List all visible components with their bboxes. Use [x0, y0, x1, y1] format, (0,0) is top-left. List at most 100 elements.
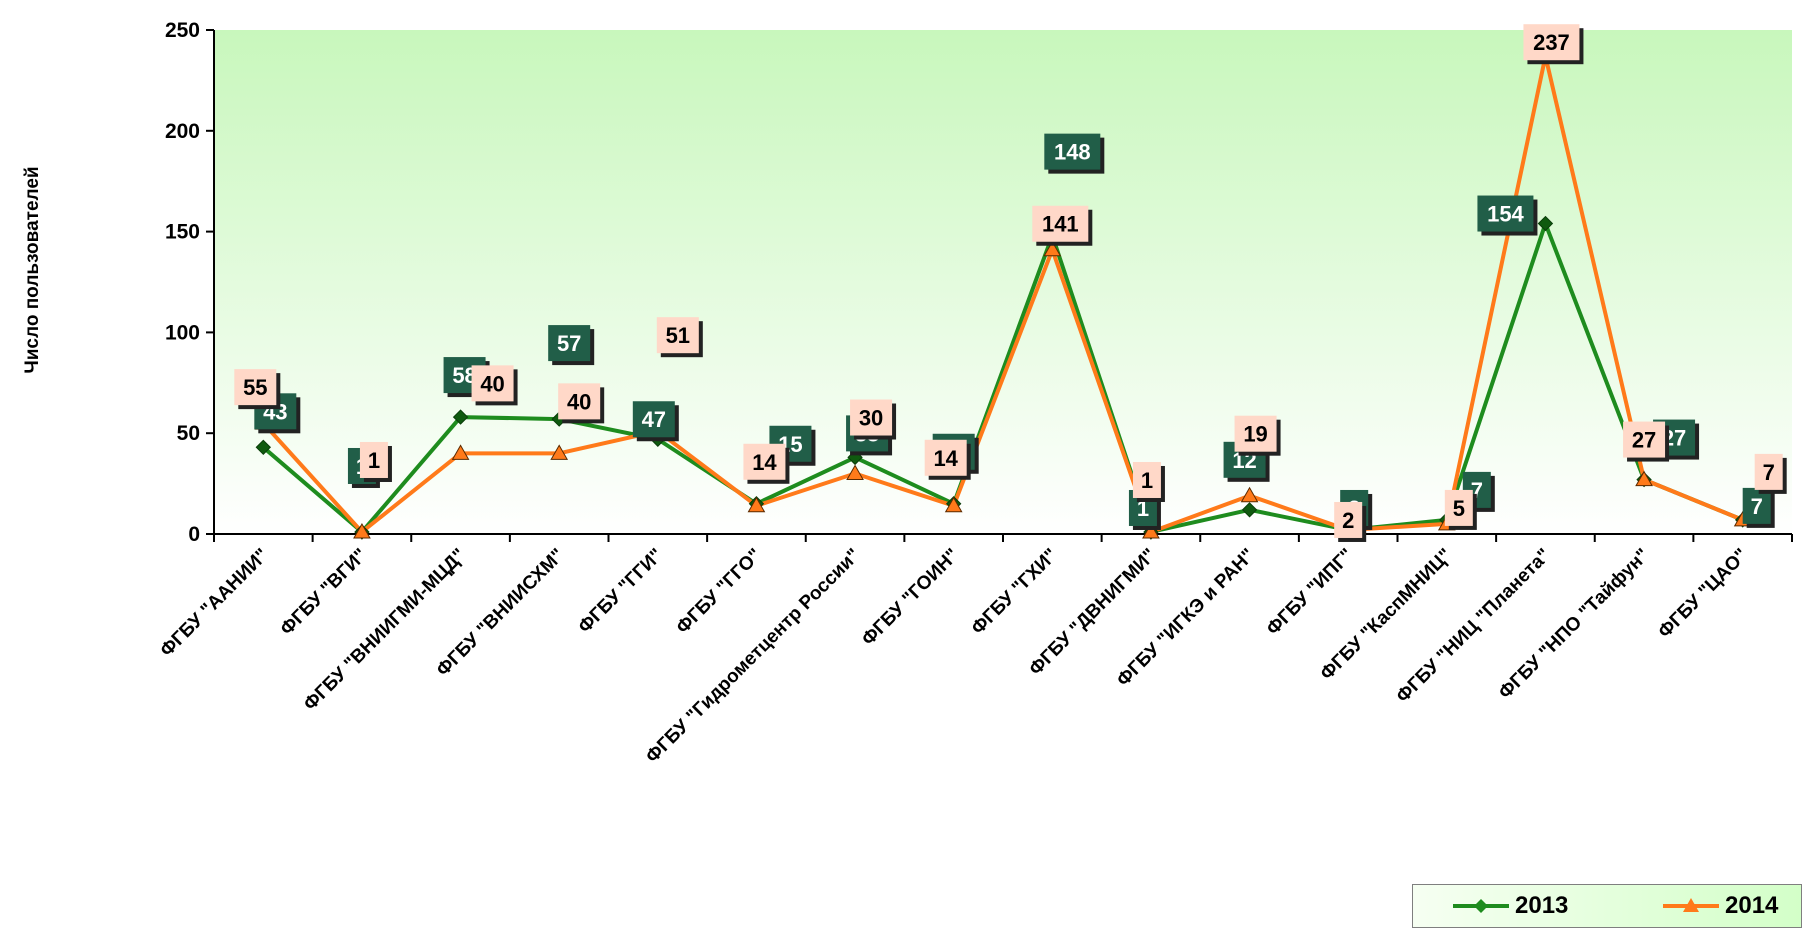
- data-label-box-2014-5: [743, 443, 786, 480]
- data-label-2014-1: 1: [359, 441, 392, 482]
- data-label-box-2014-3: [558, 383, 601, 420]
- data-label-box-2014-1: [359, 441, 388, 478]
- data-label-2014-7: 14: [924, 439, 971, 480]
- data-label-text-2014-10: 19: [1243, 422, 1267, 447]
- data-label-box-2013-3: [548, 325, 591, 362]
- data-label-box-2014-2: [471, 365, 514, 402]
- marker-2013-2: [452, 409, 469, 425]
- data-label-2013-4: 47: [632, 401, 679, 442]
- data-label-2014-10: 19: [1234, 415, 1281, 456]
- marker-2014-8: [1043, 240, 1062, 257]
- data-label-text-2014-14: 27: [1632, 428, 1656, 453]
- data-label-2014-5: 14: [743, 443, 790, 484]
- marker-2013-13: [1537, 215, 1554, 232]
- x-tick-label-7: ФГБУ "ГОИН": [858, 545, 963, 650]
- legend-swatch-2013: [1453, 899, 1509, 913]
- marker-2014-6: [846, 464, 864, 481]
- data-label-box-2014-0: [234, 369, 277, 406]
- marker-2014-5: [747, 496, 766, 513]
- x-tick-label-1: ФГБУ "ВГИ": [276, 545, 371, 640]
- data-label-text-2014-7: 14: [933, 446, 958, 471]
- data-label-box-2014-4: [656, 317, 699, 354]
- x-tick-label-5: ФГБУ "ГГО": [672, 545, 766, 639]
- legend-item-2013: 2013: [1453, 892, 1569, 919]
- x-tick-label-6: ФГБУ "Гидрометцентр России": [642, 545, 865, 768]
- data-label-box-2013-13: [1477, 195, 1534, 232]
- data-label-box-2014-11: [1334, 501, 1363, 538]
- x-tick-label-2: ФГБУ "ВНИИГМИ-МЦД": [300, 545, 470, 715]
- data-label-2013-15: 7: [1742, 487, 1775, 528]
- x-tick-label-0: ФГБУ "ААНИИ": [156, 545, 273, 662]
- data-label-2014-2: 40: [471, 365, 518, 406]
- y-tick-label-250: 250: [165, 19, 200, 42]
- data-label-text-2013-9: 1: [1137, 496, 1149, 521]
- y-tick-label-200: 200: [165, 120, 200, 143]
- data-label-2014-8: 141: [1032, 205, 1093, 246]
- data-label-2013-13: 154: [1477, 195, 1538, 236]
- data-label-box-2014-7: [924, 439, 967, 476]
- x-tick-label-8: ФГБУ "ГХИ": [968, 545, 1062, 639]
- data-label-box-2014-6: [850, 399, 893, 436]
- data-label-text-2014-15: 7: [1763, 460, 1775, 485]
- data-label-text-2014-4: 51: [666, 323, 690, 348]
- legend-label-2014: 2014: [1725, 892, 1779, 919]
- data-label-text-2014-12: 5: [1453, 496, 1465, 521]
- marker-2014-3: [550, 444, 569, 460]
- series-line-2014: [261, 54, 1744, 534]
- data-label-text-2014-1: 1: [368, 448, 380, 473]
- marker-2013-0: [255, 439, 272, 456]
- data-label-text-2014-13: 237: [1533, 30, 1570, 55]
- data-label-box-2014-10: [1234, 415, 1277, 452]
- data-label-text-2014-2: 40: [480, 371, 504, 396]
- legend-label-2013: 2013: [1515, 892, 1569, 919]
- data-label-2014-14: 27: [1623, 421, 1670, 462]
- data-label-2014-13: 237: [1523, 24, 1584, 65]
- data-label-text-2014-9: 1: [1141, 468, 1153, 493]
- data-label-box-2014-13: [1523, 24, 1580, 61]
- data-label-text-2014-8: 141: [1042, 212, 1079, 237]
- data-label-2014-0: 55: [234, 369, 281, 410]
- data-label-box-2013-4: [632, 401, 675, 438]
- y-axis-title: Число пользователей: [22, 166, 43, 373]
- data-label-2013-3: 57: [548, 325, 595, 366]
- chart-legend: 2013 2014: [1412, 884, 1802, 928]
- marker-2014-10: [1240, 486, 1259, 503]
- data-label-text-2014-3: 40: [567, 389, 591, 414]
- y-axis-title-text: Число пользователей: [22, 166, 43, 373]
- marker-2014-1: [353, 522, 371, 539]
- data-label-2014-6: 30: [850, 399, 897, 440]
- data-label-2013-8: 148: [1044, 133, 1105, 174]
- data-label-box-2014-15: [1754, 453, 1783, 490]
- plot-area: [214, 30, 1792, 534]
- y-tick-label-0: 0: [188, 523, 200, 546]
- x-tick-label-11: ФГБУ "ИПГ": [1263, 545, 1358, 640]
- data-label-2014-15: 7: [1754, 453, 1787, 494]
- data-label-2014-4: 51: [656, 317, 703, 358]
- x-tick-label-4: ФГБУ "ГГИ": [574, 545, 667, 638]
- data-label-box-2014-8: [1032, 205, 1089, 242]
- data-label-text-2013-15: 7: [1751, 494, 1763, 519]
- data-label-text-2013-4: 47: [642, 407, 666, 432]
- data-label-box-2014-12: [1444, 489, 1473, 526]
- marker-2014-14: [1635, 470, 1653, 487]
- data-label-box-2014-9: [1132, 461, 1161, 498]
- y-tick-label-100: 100: [165, 321, 200, 344]
- data-label-2014-3: 40: [558, 383, 605, 424]
- data-label-2014-11: 2: [1334, 501, 1367, 542]
- data-label-text-2013-8: 148: [1054, 140, 1091, 165]
- data-label-text-2014-5: 14: [752, 450, 777, 475]
- data-label-text-2013-3: 57: [557, 331, 581, 356]
- data-label-text-2014-6: 30: [859, 406, 883, 431]
- y-tick-label-50: 50: [177, 422, 200, 445]
- data-label-text-2013-13: 154: [1487, 202, 1524, 227]
- legend-item-2014: 2014: [1663, 892, 1779, 919]
- x-tick-label-15: ФГБУ "ЦАО": [1654, 545, 1752, 643]
- data-label-box-2014-14: [1623, 421, 1666, 458]
- data-label-text-2014-0: 55: [243, 375, 267, 400]
- marker-2014-2: [451, 444, 470, 460]
- y-tick-label-150: 150: [165, 221, 200, 244]
- data-label-text-2014-11: 2: [1342, 508, 1354, 533]
- marker-2014-7: [944, 496, 963, 513]
- marker-2013-10: [1241, 502, 1258, 518]
